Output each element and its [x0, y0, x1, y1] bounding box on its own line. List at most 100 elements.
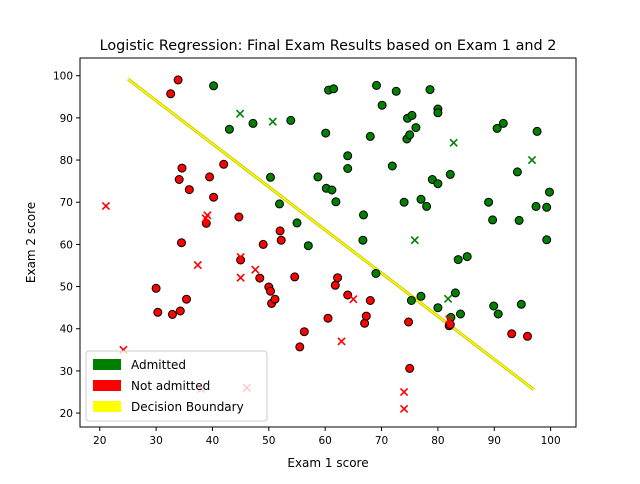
- circle-marker-admitted: [512, 167, 522, 177]
- x-marker-not-admitted: [445, 315, 454, 324]
- circle-marker-admitted: [416, 291, 426, 301]
- circle-marker-admitted: [531, 201, 541, 211]
- circle-marker-admitted: [406, 296, 416, 305]
- legend-label-not-admitted: Not admitted: [131, 379, 210, 393]
- circle-marker-admitted: [303, 241, 313, 251]
- circle-marker-admitted: [275, 199, 284, 209]
- x-marker-not-admitted-stroke: [337, 337, 346, 346]
- data-layer: [101, 75, 554, 414]
- circle-marker-not-admitted: [299, 327, 309, 337]
- circle-marker-admitted: [498, 118, 508, 128]
- circle-marker-admitted: [329, 84, 339, 94]
- x-axis-label: Exam 1 score: [287, 456, 368, 470]
- circle-marker-not-admitted: [360, 318, 370, 328]
- circle-marker-not-admitted: [323, 313, 333, 323]
- y-tick-label: 60: [60, 239, 73, 251]
- circle-marker-admitted: [433, 303, 443, 313]
- circle-marker-admitted: [371, 269, 381, 278]
- x-tick-label: 60: [318, 435, 331, 447]
- x-marker-admitted-stroke: [268, 117, 277, 126]
- circle-marker-admitted: [292, 218, 302, 228]
- x-marker-admitted-stroke: [449, 138, 458, 147]
- y-tick-label: 80: [60, 155, 73, 167]
- y-tick-label: 20: [60, 408, 73, 420]
- circle-marker-not-admitted: [507, 329, 517, 339]
- y-tick-label: 40: [60, 324, 73, 336]
- circle-marker-admitted: [453, 255, 463, 265]
- circle-marker-admitted: [462, 252, 472, 262]
- x-marker-not-admitted: [193, 260, 202, 270]
- circle-marker-not-admitted: [177, 238, 186, 248]
- x-marker-admitted: [268, 117, 277, 126]
- circle-marker-not-admitted: [255, 273, 265, 283]
- circle-marker-not-admitted: [333, 273, 343, 283]
- circle-marker-not-admitted: [405, 363, 415, 373]
- circle-marker-admitted: [516, 299, 526, 309]
- y-tick-label: 70: [60, 197, 73, 209]
- x-marker-admitted-stroke: [527, 155, 537, 165]
- circle-marker-not-admitted: [151, 283, 161, 293]
- circle-marker-admitted: [422, 201, 432, 211]
- legend: Admitted Not admitted Decision Boundary: [85, 350, 268, 422]
- x-marker-admitted: [443, 294, 453, 303]
- circle-marker-admitted: [343, 164, 353, 173]
- x-marker-not-admitted-stroke: [399, 387, 409, 397]
- circle-marker-admitted: [450, 288, 460, 298]
- x-marker-not-admitted-stroke: [349, 295, 358, 304]
- circle-marker-admitted: [358, 235, 368, 245]
- circle-marker-not-admitted: [184, 185, 194, 195]
- x-marker-not-admitted-stroke: [236, 252, 245, 262]
- y-tick-label: 30: [60, 366, 73, 378]
- x-marker-not-admitted: [349, 295, 358, 304]
- circle-marker-admitted: [313, 172, 323, 182]
- x-tick-label: 90: [488, 435, 501, 447]
- axes-layer: 20 30 40 50 60 70 80 90 100 20 30 40 50 60 70 80 90 100: [53, 71, 561, 447]
- circle-marker-not-admitted: [275, 226, 285, 236]
- x-marker-not-admitted-stroke: [445, 315, 454, 324]
- circle-marker-not-admitted: [295, 342, 305, 352]
- y-tick-label: 100: [53, 71, 73, 83]
- circle-marker-admitted: [433, 108, 443, 118]
- circle-marker-not-admitted: [290, 272, 300, 282]
- x-marker-not-admitted-stroke: [251, 265, 260, 274]
- y-axis-label: Exam 2 score: [24, 202, 38, 283]
- circle-marker-not-admitted: [174, 175, 184, 184]
- x-marker-not-admitted: [236, 252, 245, 262]
- circle-marker-admitted: [377, 100, 387, 110]
- circle-marker-admitted: [365, 131, 375, 141]
- x-marker-admitted: [527, 155, 537, 165]
- circle-marker-admitted: [542, 202, 552, 212]
- circle-marker-not-admitted: [209, 192, 219, 202]
- circle-marker-admitted: [445, 169, 455, 179]
- circle-marker-not-admitted: [266, 286, 275, 296]
- circle-marker-admitted: [266, 172, 275, 182]
- circle-marker-admitted: [331, 197, 341, 207]
- circle-marker-admitted: [532, 126, 542, 136]
- legend-label-decision-boundary: Decision Boundary: [131, 400, 244, 414]
- x-marker-admitted-stroke: [235, 109, 245, 118]
- x-tick-label: 50: [262, 435, 275, 447]
- x-marker-not-admitted: [337, 337, 346, 346]
- x-marker-not-admitted: [203, 211, 212, 220]
- circle-marker-not-admitted: [182, 294, 191, 304]
- legend-label-admitted: Admitted: [131, 358, 186, 372]
- circle-marker-admitted: [492, 123, 502, 133]
- circle-marker-admitted: [411, 123, 421, 133]
- circle-marker-admitted: [425, 85, 435, 95]
- circle-marker-not-admitted: [330, 280, 340, 290]
- circle-marker-admitted: [391, 86, 401, 96]
- x-marker-not-admitted: [236, 273, 245, 282]
- circle-marker-admitted: [286, 115, 296, 125]
- circle-marker-admitted: [387, 161, 397, 171]
- plot-frame: [79, 57, 577, 428]
- x-tick-label: 30: [149, 435, 162, 447]
- chart-title: Logistic Regression: Final Exam Results …: [100, 38, 557, 54]
- x-marker-not-admitted: [251, 265, 260, 274]
- circle-marker-admitted: [399, 197, 409, 207]
- circle-marker-not-admitted: [258, 239, 268, 249]
- x-marker-not-admitted: [399, 387, 409, 397]
- x-marker-admitted-stroke: [443, 294, 453, 303]
- circle-marker-admitted: [321, 128, 331, 138]
- circle-marker-admitted: [433, 179, 443, 189]
